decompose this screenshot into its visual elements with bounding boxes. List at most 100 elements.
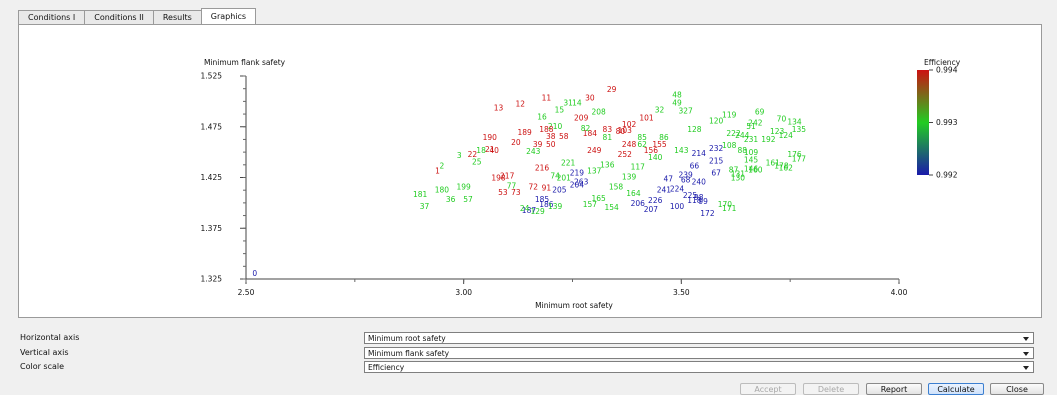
data-point-label[interactable]: 32: [655, 106, 665, 115]
data-point-label[interactable]: 181: [413, 190, 428, 199]
data-point-label[interactable]: 117: [631, 162, 646, 171]
data-point-label[interactable]: 13: [494, 104, 504, 113]
data-point-label[interactable]: 231: [744, 135, 759, 144]
data-point-label[interactable]: 156: [644, 146, 659, 155]
data-point-label[interactable]: 222: [726, 129, 741, 138]
data-point-label[interactable]: 184: [583, 129, 598, 138]
data-point-label[interactable]: 99: [698, 197, 708, 206]
data-point-label[interactable]: 24: [520, 204, 530, 213]
delete-button[interactable]: Delete: [803, 383, 859, 395]
report-button[interactable]: Report: [866, 383, 922, 395]
data-point-label[interactable]: 239: [679, 171, 694, 180]
data-point-label[interactable]: 140: [648, 153, 663, 162]
data-point-label[interactable]: 69: [755, 108, 765, 117]
close-button[interactable]: Close: [990, 383, 1044, 395]
data-point-label[interactable]: 48: [672, 90, 682, 99]
data-point-label[interactable]: 143: [674, 146, 689, 155]
calculate-button[interactable]: Calculate: [928, 383, 984, 395]
tab-conditions-2[interactable]: Conditions II: [84, 10, 154, 24]
data-point-label[interactable]: 124: [779, 131, 794, 140]
data-point-label[interactable]: 137: [587, 166, 602, 175]
data-point-label[interactable]: 30: [585, 93, 595, 102]
data-point-label[interactable]: 207: [644, 205, 659, 214]
data-point-label[interactable]: 0: [252, 269, 257, 278]
data-point-label[interactable]: 58: [559, 132, 569, 141]
data-point-label[interactable]: 192: [761, 135, 776, 144]
data-point-label[interactable]: 170: [718, 200, 733, 209]
data-point-label[interactable]: 53: [498, 188, 508, 197]
data-point-label[interactable]: 47: [663, 175, 673, 184]
data-point-label[interactable]: 178: [774, 161, 789, 170]
data-point-label[interactable]: 131: [731, 169, 746, 178]
data-point-label[interactable]: 119: [722, 111, 737, 120]
data-point-label[interactable]: 208: [591, 108, 606, 117]
data-point-label[interactable]: 225: [683, 191, 698, 200]
data-point-label[interactable]: 67: [711, 168, 721, 177]
data-point-label[interactable]: 130: [731, 174, 746, 183]
data-point-label[interactable]: 31: [563, 98, 573, 107]
data-point-label[interactable]: 204: [570, 181, 585, 190]
data-point-label[interactable]: 36: [446, 195, 456, 204]
data-point-label[interactable]: 118: [687, 196, 702, 205]
data-point-label[interactable]: 85: [637, 133, 647, 142]
data-point-label[interactable]: 216: [535, 163, 550, 172]
data-point-label[interactable]: 100: [670, 202, 685, 211]
data-point-label[interactable]: 57: [463, 195, 473, 204]
data-point-label[interactable]: 263: [574, 178, 589, 187]
data-point-label[interactable]: 243: [526, 147, 541, 156]
data-point-label[interactable]: 209: [574, 114, 589, 123]
data-point-label[interactable]: 145: [744, 155, 759, 164]
data-point-label[interactable]: 73: [511, 188, 521, 197]
data-point-label[interactable]: 226: [648, 196, 663, 205]
data-point-label[interactable]: 103: [618, 126, 633, 135]
data-point-label[interactable]: 161: [766, 158, 781, 167]
data-point-label[interactable]: 29: [607, 85, 617, 94]
tab-graphics[interactable]: Graphics: [200, 8, 257, 24]
data-point-label[interactable]: 22: [468, 150, 478, 159]
data-point-label[interactable]: 101: [639, 114, 654, 123]
data-point-label[interactable]: 39: [533, 140, 543, 149]
data-point-label[interactable]: 102: [622, 120, 637, 129]
horizontal-axis-select[interactable]: Minimum root safety: [364, 332, 1034, 344]
data-point-label[interactable]: 50: [546, 140, 556, 149]
data-point-label[interactable]: 66: [690, 161, 700, 170]
data-point-label[interactable]: 72: [529, 183, 539, 192]
data-point-label[interactable]: 215: [709, 156, 724, 165]
data-point-label[interactable]: 241: [657, 186, 672, 195]
data-point-label[interactable]: 40: [489, 146, 499, 155]
data-point-label[interactable]: 244: [735, 131, 750, 140]
data-point-label[interactable]: 180: [435, 186, 450, 195]
data-point-label[interactable]: 3: [457, 151, 462, 160]
data-point-label[interactable]: 70: [777, 115, 787, 124]
data-point-label[interactable]: 164: [626, 189, 641, 198]
data-point-label[interactable]: 15: [555, 106, 565, 115]
data-point-label[interactable]: 20: [511, 138, 521, 147]
data-point-label[interactable]: 190: [483, 133, 498, 142]
data-point-label[interactable]: 157: [583, 200, 598, 209]
data-point-label[interactable]: 80: [616, 127, 626, 136]
data-point-label[interactable]: 217: [500, 172, 515, 181]
data-point-label[interactable]: 91: [542, 184, 552, 193]
data-point-label[interactable]: 62: [637, 140, 647, 149]
data-point-label[interactable]: 51: [746, 122, 756, 131]
data-point-label[interactable]: 12: [515, 99, 525, 108]
data-point-label[interactable]: 109: [744, 148, 759, 157]
data-point-label[interactable]: 177: [792, 154, 807, 163]
data-point-label[interactable]: 1: [435, 166, 440, 175]
data-point-label[interactable]: 146: [744, 164, 759, 173]
data-point-label[interactable]: 219: [570, 168, 585, 177]
data-point-label[interactable]: 86: [659, 133, 669, 142]
data-point-label[interactable]: 98: [694, 193, 704, 202]
data-point-label[interactable]: 139: [548, 202, 563, 211]
data-point-label[interactable]: 198: [491, 174, 506, 183]
accept-button[interactable]: Accept: [740, 383, 796, 395]
data-point-label[interactable]: 162: [779, 163, 794, 172]
data-point-label[interactable]: 21: [485, 145, 495, 154]
data-point-label[interactable]: 134: [787, 118, 802, 127]
data-point-label[interactable]: 154: [605, 203, 620, 212]
data-point-label[interactable]: 87: [729, 165, 739, 174]
data-point-label[interactable]: 210: [548, 122, 563, 131]
data-point-label[interactable]: 139: [622, 173, 637, 182]
data-point-label[interactable]: 171: [722, 204, 737, 213]
data-point-label[interactable]: 199: [457, 183, 472, 192]
